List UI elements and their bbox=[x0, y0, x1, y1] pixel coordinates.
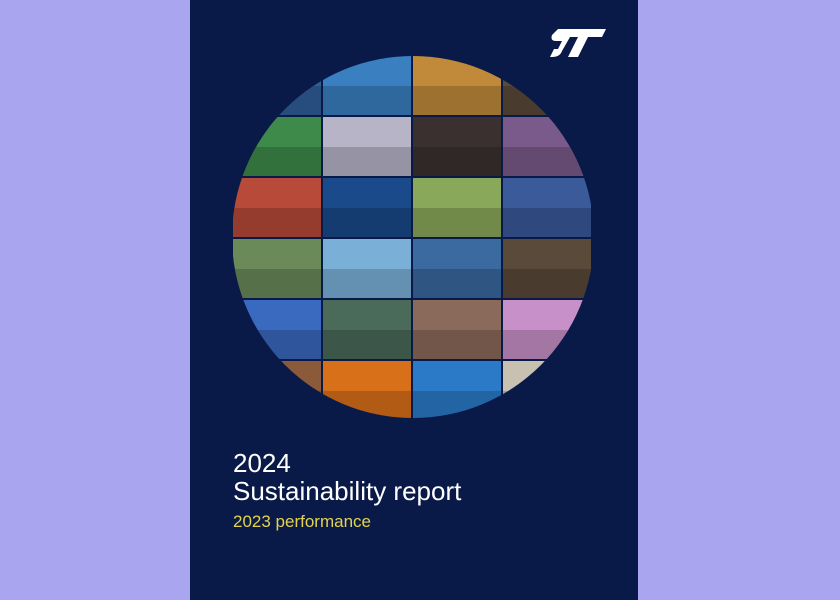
photo-tile bbox=[323, 300, 411, 359]
photo-shade bbox=[503, 86, 591, 115]
photo-shade bbox=[233, 86, 321, 115]
photo-shade bbox=[503, 391, 591, 418]
report-cover: 2024 Sustainability report 2023 performa… bbox=[190, 0, 638, 600]
photo-shade bbox=[503, 208, 591, 237]
photo-shade bbox=[233, 391, 321, 418]
photo-shade bbox=[413, 86, 501, 115]
photo-tile bbox=[413, 239, 501, 298]
photo-shade bbox=[413, 208, 501, 237]
photo-shade bbox=[323, 86, 411, 115]
photo-shade bbox=[233, 330, 321, 359]
photo-tile bbox=[413, 117, 501, 176]
photo-shade bbox=[413, 330, 501, 359]
photo-shade bbox=[503, 147, 591, 176]
photo-shade bbox=[413, 391, 501, 418]
photo-shade bbox=[233, 147, 321, 176]
photo-tile bbox=[503, 361, 591, 418]
photo-shade bbox=[323, 330, 411, 359]
photo-tile bbox=[503, 239, 591, 298]
photo-shade bbox=[503, 330, 591, 359]
logo bbox=[550, 29, 606, 57]
photo-shade bbox=[323, 269, 411, 298]
report-subtitle: 2023 performance bbox=[233, 512, 371, 531]
photo-shade bbox=[233, 208, 321, 237]
photo-tile bbox=[233, 178, 321, 237]
photo-shade bbox=[503, 269, 591, 298]
photo-tile bbox=[413, 300, 501, 359]
photo-shade bbox=[323, 147, 411, 176]
photo-shade bbox=[413, 269, 501, 298]
photo-tile bbox=[503, 178, 591, 237]
photo-tile bbox=[233, 239, 321, 298]
photo-tile bbox=[323, 178, 411, 237]
photo-tile bbox=[323, 117, 411, 176]
report-title: Sustainability report bbox=[233, 476, 462, 506]
photo-tile bbox=[233, 361, 321, 418]
photo-tile bbox=[323, 239, 411, 298]
photo-shade bbox=[233, 269, 321, 298]
photo-shade bbox=[323, 208, 411, 237]
photo-mosaic bbox=[233, 56, 591, 418]
photo-shade bbox=[413, 147, 501, 176]
photo-tile bbox=[413, 178, 501, 237]
photo-shade bbox=[323, 391, 411, 418]
report-year: 2024 bbox=[233, 448, 291, 478]
